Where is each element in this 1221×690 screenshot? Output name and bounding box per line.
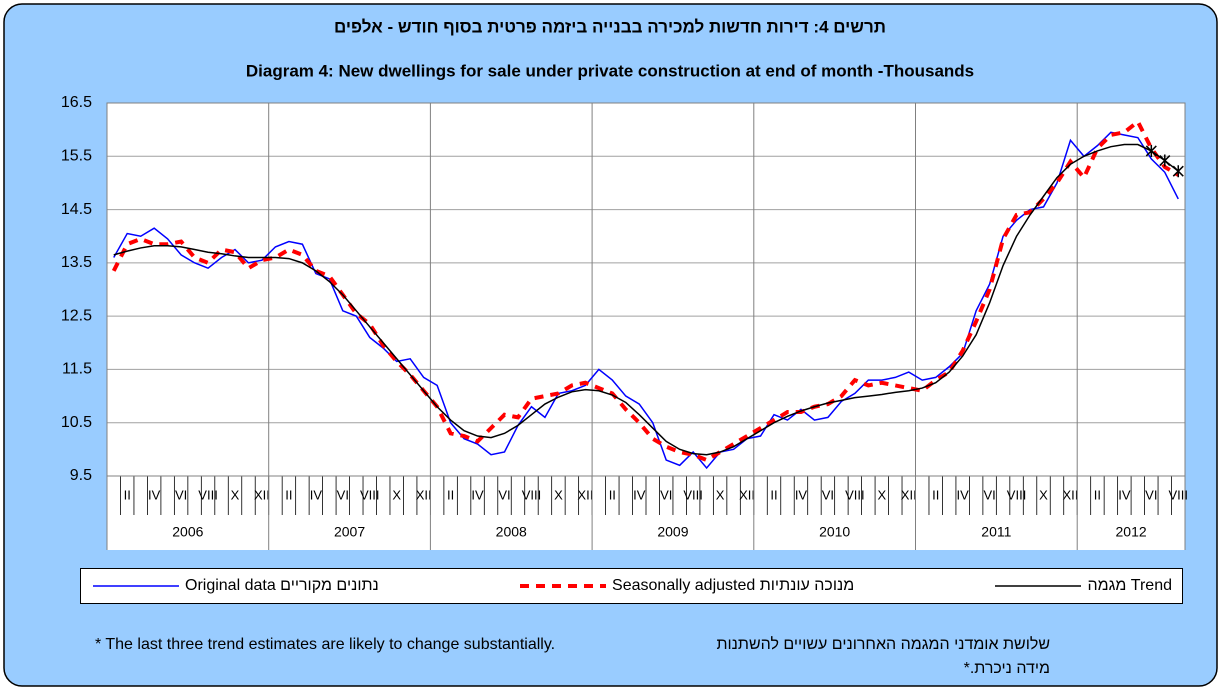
star-marker: [1172, 165, 1184, 178]
x-tick-label: VIII: [360, 487, 380, 502]
year-label: 2009: [657, 524, 688, 540]
footnote-he: שלושת אומדני המגמה האחרונים עשויים להשתנ…: [716, 636, 1050, 677]
series-line: [111, 118, 1180, 463]
y-tick-label: 10.5: [61, 414, 92, 431]
y-tick-label: 13.5: [61, 254, 92, 271]
x-tick-label: XII: [1063, 487, 1079, 502]
plot-border: [106, 102, 1186, 477]
x-tick-label: II: [1094, 487, 1101, 502]
y-tick-label: 12.5: [61, 307, 92, 324]
x-tick-label: IV: [633, 487, 646, 502]
legend-label: נתונים מקוריים Original data: [185, 577, 379, 594]
x-tick-label: II: [609, 487, 616, 502]
x-tick-label: IV: [148, 487, 161, 502]
legend: נתונים מקוריים Original data מנוכה עונתיו…: [80, 568, 1183, 604]
y-tick-label: 9.5: [70, 467, 92, 484]
year-label: 2007: [334, 524, 365, 540]
x-tick-label: VIII: [198, 487, 218, 502]
x-tick-label: VI: [337, 487, 349, 502]
y-tick-label: 11.5: [62, 361, 92, 378]
x-tick-label: X: [554, 487, 563, 502]
x-tick-label: IV: [471, 487, 484, 502]
y-tick-label: 16.5: [61, 94, 92, 111]
footnote-en: * The last three trend estimates are lik…: [95, 636, 556, 653]
x-tick-label: VIII: [683, 487, 703, 502]
x-tick-label: XII: [577, 487, 593, 502]
x-tick-label: VIII: [845, 487, 865, 502]
x-tick-label: VI: [1145, 487, 1157, 502]
legend-item: מנוכה עונתיות Seasonally adjusted: [518, 577, 854, 595]
x-tick-label: IV: [957, 487, 970, 502]
x-tick-label: X: [392, 487, 401, 502]
y-tick-label: 15.5: [61, 148, 92, 165]
x-tick-label: X: [1039, 487, 1048, 502]
chart-title: Diagram 4: New dwellings for sale under …: [246, 61, 974, 80]
x-tick-label: II: [124, 487, 131, 502]
legend-swatch: [93, 585, 179, 587]
x-tick-label: VI: [660, 487, 672, 502]
x-tick-label: IV: [310, 487, 323, 502]
x-tick-label: XII: [254, 487, 270, 502]
x-tick-label: VIII: [1007, 487, 1027, 502]
year-label: 2006: [172, 524, 203, 540]
x-tick-label: XII: [739, 487, 755, 502]
x-tick-label: XII: [901, 487, 917, 502]
year-label: 2010: [819, 524, 850, 540]
x-tick-label: X: [716, 487, 725, 502]
x-tick-label: VI: [498, 487, 510, 502]
x-tick-label: VI: [175, 487, 187, 502]
x-tick-label: VIII: [1169, 487, 1189, 502]
x-tick-label: VI: [822, 487, 834, 502]
series-line: [113, 143, 1179, 456]
x-tick-label: VI: [983, 487, 995, 502]
x-tick-label: X: [877, 487, 886, 502]
x-tick-label: XII: [416, 487, 432, 502]
legend-label: Trend מגמה: [1087, 577, 1172, 594]
x-tick-label: II: [770, 487, 777, 502]
y-tick-label: 14.5: [61, 201, 92, 218]
legend-swatch: [520, 584, 607, 588]
star-marker: [1159, 154, 1171, 167]
year-label: 2008: [496, 524, 527, 540]
x-tick-label: IV: [795, 487, 808, 502]
star-marker: [1145, 144, 1157, 157]
x-tick-label: IV: [1118, 487, 1131, 502]
x-tick-label: II: [285, 487, 292, 502]
x-tick-label: II: [932, 487, 939, 502]
x-tick-label: VIII: [522, 487, 542, 502]
legend-swatch: [995, 585, 1082, 587]
year-label: 2012: [1116, 524, 1147, 540]
legend-item: Trend מגמה: [993, 577, 1172, 595]
legend-item: נתונים מקוריים Original data: [91, 577, 379, 595]
legend-label: מנוכה עונתיות Seasonally adjusted: [612, 577, 855, 594]
x-tick-label: X: [231, 487, 240, 502]
x-tick-label: II: [447, 487, 454, 502]
title-he: תרשים 4: דירות חדשות למכירה בבנייה ביזמה…: [334, 17, 886, 36]
year-label: 2011: [981, 524, 1011, 540]
